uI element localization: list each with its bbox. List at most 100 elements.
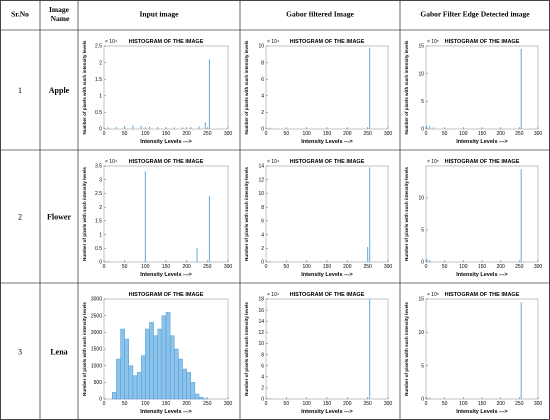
histogram-bar [161, 315, 167, 400]
serial-number: 2 [18, 213, 22, 222]
histogram-chart: HISTOGRAM OF THE IMAGE × 10⁴ Intensity Lev… [244, 292, 392, 415]
y-axis-label: Number of pixels with such intensity lev… [244, 40, 249, 134]
x-tick-label: 0 [265, 264, 268, 270]
y-tick-label: 10 [418, 196, 424, 202]
y-tick-label: 8 [261, 205, 264, 211]
axis-exponent: × 10⁴ [267, 159, 279, 165]
x-axis-label: Intensity Levels ---> [456, 272, 508, 278]
y-tick-label: 2 [99, 205, 102, 211]
x-tick-label: 50 [442, 131, 448, 137]
histogram-chart: HISTOGRAM OF THE IMAGE Intensity Levels -… [82, 292, 232, 415]
x-tick-label: 300 [534, 264, 543, 270]
histogram-bar [186, 372, 192, 400]
x-axis-label: Intensity Levels ---> [140, 409, 192, 415]
y-tick-label: 1.5 [95, 77, 102, 83]
y-tick-label: 0.5 [95, 246, 102, 252]
histogram-bar [128, 365, 134, 400]
y-axis-label: Number of pixels with such intensity lev… [244, 167, 249, 261]
x-tick-label: 50 [284, 264, 290, 270]
x-tick-label: 0 [425, 131, 428, 137]
x-axis-label: Intensity Levels ---> [456, 409, 508, 415]
x-tick-label: 200 [182, 131, 191, 137]
header-cell: Image Name [49, 5, 70, 23]
y-tick-label: 0.5 [95, 110, 102, 116]
histogram-bar [169, 335, 175, 400]
x-axis-label: Intensity Levels ---> [140, 272, 192, 278]
x-tick-label: 300 [384, 264, 393, 270]
histogram-bar [136, 372, 142, 400]
x-tick-label: 300 [224, 401, 233, 407]
y-tick-label: 1 [99, 94, 102, 100]
chart-title: HISTOGRAM OF THE IMAGE [445, 159, 520, 165]
header-cell: Sr.No [11, 10, 29, 19]
axis-exponent: × 10⁵ [427, 159, 439, 165]
x-axis-label: Intensity Levels ---> [301, 139, 353, 145]
histogram-bar [198, 397, 204, 400]
y-tick-label: 2000 [91, 330, 102, 336]
histogram-chart: HISTOGRAM OF THE IMAGE × 10⁴ Intensity Lev… [244, 39, 392, 145]
image-name: Apple [49, 86, 70, 95]
y-tick-label: 12 [258, 177, 264, 183]
plot-area [103, 165, 229, 263]
x-tick-label: 250 [515, 401, 524, 407]
y-tick-label: 1500 [91, 347, 102, 353]
x-tick-label: 100 [459, 131, 468, 137]
y-tick-label: 14 [258, 319, 264, 325]
y-tick-label: 4 [261, 94, 264, 100]
histogram-bar [190, 382, 196, 400]
histogram-bar [112, 392, 117, 400]
y-tick-label: 2.5 [95, 191, 102, 197]
x-tick-label: 0 [265, 131, 268, 137]
axis-exponent: × 10⁴ [267, 292, 279, 298]
histogram-bar [194, 393, 200, 400]
x-tick-label: 150 [478, 401, 487, 407]
y-tick-label: 500 [94, 380, 103, 386]
x-tick-label: 200 [182, 401, 191, 407]
y-tick-label: 5 [421, 99, 424, 105]
y-tick-label: 8 [261, 60, 264, 66]
x-axis-label: Intensity Levels ---> [456, 139, 508, 145]
x-tick-label: 150 [478, 264, 487, 270]
histogram-chart: HISTOGRAM OF THE IMAGE × 10⁵ Intensity Lev… [404, 39, 542, 145]
plot-area [265, 298, 389, 400]
x-tick-label: 250 [203, 264, 212, 270]
x-tick-label: 50 [442, 264, 448, 270]
y-axis-label: Number of pixels with such intensity lev… [82, 167, 87, 261]
chart-title: HISTOGRAM OF THE IMAGE [129, 39, 204, 45]
x-tick-label: 100 [302, 264, 311, 270]
image-name: Lena [50, 348, 67, 357]
histogram-bar [124, 338, 129, 400]
x-axis-label: Intensity Levels ---> [301, 409, 353, 415]
axis-exponent: × 10⁴ [267, 39, 279, 45]
plot-area [425, 298, 539, 400]
x-tick-label: 50 [442, 401, 448, 407]
y-tick-label: 3.5 [95, 164, 102, 170]
y-tick-label: 0 [261, 397, 264, 403]
x-tick-label: 150 [323, 264, 332, 270]
y-tick-label: 4 [261, 374, 264, 380]
chart-title: HISTOGRAM OF THE IMAGE [445, 39, 520, 45]
histogram-bar [178, 358, 183, 400]
axis-exponent: × 10⁵ [427, 292, 439, 298]
y-tick-label: 8 [261, 352, 264, 358]
y-tick-label: 1.5 [95, 219, 102, 225]
x-tick-label: 50 [122, 401, 128, 407]
histogram-bar [140, 355, 146, 400]
y-tick-label: 15 [418, 297, 424, 303]
y-tick-label: 10 [258, 341, 264, 347]
y-tick-label: 0 [261, 127, 264, 133]
x-tick-label: 150 [323, 401, 332, 407]
histogram-bar [153, 335, 158, 400]
x-tick-label: 300 [224, 264, 233, 270]
y-tick-label: 14 [258, 164, 264, 170]
y-axis-label: Number of pixels with such intensity lev… [404, 302, 409, 396]
x-tick-label: 200 [343, 264, 352, 270]
plot-area [425, 165, 539, 263]
serial-number: 1 [18, 86, 22, 95]
x-tick-label: 50 [284, 401, 290, 407]
y-tick-label: 6 [261, 77, 264, 83]
y-tick-label: 15 [418, 44, 424, 50]
y-tick-label: 0 [99, 260, 102, 266]
y-axis-label: Number of pixels with such intensity lev… [244, 302, 249, 396]
histogram-bar [165, 312, 171, 400]
